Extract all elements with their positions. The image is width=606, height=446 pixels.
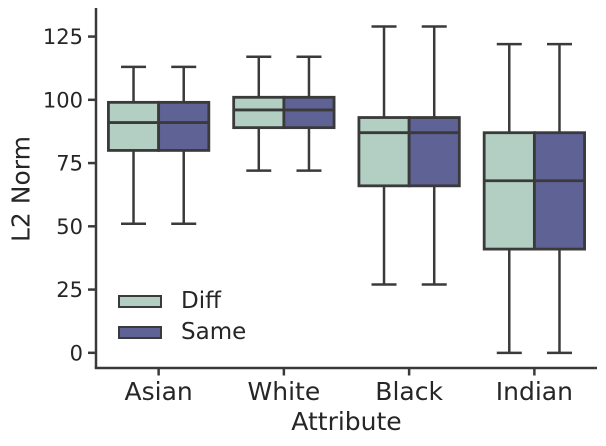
y-tick-label: 125: [43, 25, 83, 49]
x-tick-label: White: [248, 377, 321, 406]
box-rect: [532, 131, 586, 251]
legend-swatch-same: [118, 325, 162, 339]
box-same-asian: [157, 65, 211, 226]
legend-swatch-diff: [118, 294, 162, 308]
y-axis-title-text: L2 Norm: [6, 136, 36, 242]
x-tick-label: Asian: [125, 377, 193, 406]
legend-label-diff: Diff: [181, 288, 221, 314]
x-tick-label: Indian: [496, 377, 573, 406]
legend: Diff Same: [118, 288, 247, 345]
y-tick-label: 0: [70, 341, 83, 365]
x-tick-label: Black: [375, 377, 443, 406]
box-same-white: [282, 55, 336, 172]
box-rect: [157, 100, 211, 152]
box-same-indian: [532, 42, 586, 355]
legend-entry-same: Same: [118, 319, 247, 345]
y-tick-label: 25: [56, 278, 83, 302]
legend-entry-diff: Diff: [118, 288, 246, 314]
box-diff-black: [357, 25, 411, 286]
box-rect: [232, 95, 286, 130]
box-rect: [107, 100, 161, 152]
box-diff-white: [232, 55, 286, 172]
box-diff-indian: [482, 42, 536, 355]
box-same-black: [407, 25, 461, 286]
y-tick-label: 100: [43, 88, 83, 112]
legend-label-same: Same: [181, 319, 247, 345]
box-rect: [357, 116, 411, 188]
box-diff-asian: [107, 65, 161, 226]
box-rect: [407, 116, 461, 188]
y-tick-label: 50: [56, 215, 83, 239]
box-rect: [482, 131, 536, 251]
x-axis-title: Attribute: [291, 407, 402, 436]
box-rect: [282, 95, 336, 130]
y-tick-label: 75: [56, 152, 83, 176]
